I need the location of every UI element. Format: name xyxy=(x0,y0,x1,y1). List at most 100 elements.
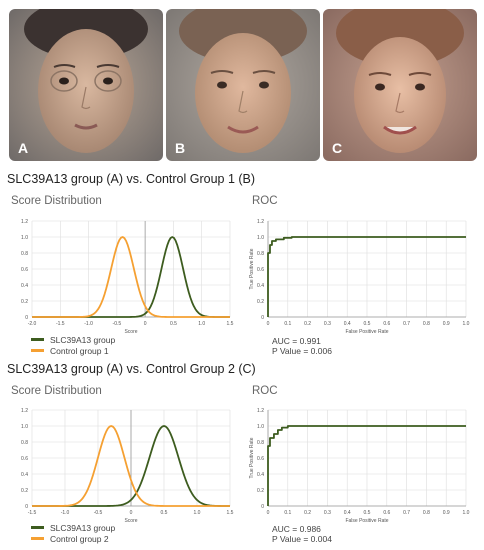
x-axis-label: Score xyxy=(124,329,137,333)
y-tick-label: 0.8 xyxy=(21,251,28,257)
x-tick-label: -1.5 xyxy=(28,510,37,516)
x-tick-label: 1.0 xyxy=(194,510,201,516)
legend-swatch xyxy=(31,526,44,529)
y-tick-label: 1.0 xyxy=(257,235,264,241)
x-tick-label: 0.1 xyxy=(284,510,291,516)
x-tick-label: 0.7 xyxy=(403,510,410,516)
y-axis-label: True Positive Rate xyxy=(249,248,255,289)
x-axis-label: False Positive Rate xyxy=(345,518,388,522)
y-tick-label: 1.2 xyxy=(21,219,28,225)
y-tick-label: 0.4 xyxy=(21,283,28,289)
face-photo-icon xyxy=(323,9,477,161)
face-photo-icon xyxy=(166,9,320,161)
x-tick-label: 1.5 xyxy=(227,510,234,516)
y-tick-label: 0 xyxy=(261,315,264,321)
x-tick-label: 0.5 xyxy=(161,510,168,516)
score-distribution-chart-1: 0 0.2 0.4 0.6 0.8 1.0 1.2 -2.0 -1.5 -1.0 -0.5 0 0.5 1… xyxy=(21,219,234,333)
x-tick-label: 0.5 xyxy=(170,321,177,327)
series-line-0 xyxy=(267,236,466,317)
legend-swatch xyxy=(31,349,44,352)
x-axis-label: False Positive Rate xyxy=(345,329,388,333)
roc-stats-2: AUC = 0.986 P Value = 0.004 xyxy=(272,524,332,544)
legend-swatch xyxy=(31,537,44,540)
x-tick-label: 0.3 xyxy=(324,510,331,516)
x-tick-label: -1.5 xyxy=(56,321,65,327)
roc-chart-1: 0 0.2 0.4 0.6 0.8 1.0 1.2 0 0.1 0.2 0.3 0.4 0.5 0.6 0.… xyxy=(249,219,470,333)
x-tick-label: 0.5 xyxy=(364,510,371,516)
x-tick-label: 0.6 xyxy=(383,321,390,327)
x-tick-label: 0.8 xyxy=(423,321,430,327)
x-tick-label: 0 xyxy=(144,321,147,327)
face-label: A xyxy=(18,140,29,156)
x-tick-label: 0.4 xyxy=(344,321,351,327)
x-tick-label: 0.2 xyxy=(304,321,311,327)
y-tick-label: 0.4 xyxy=(257,472,264,478)
x-tick-label: 0 xyxy=(267,321,270,327)
y-tick-label: 0.6 xyxy=(257,267,264,273)
x-tick-label: -2.0 xyxy=(28,321,37,327)
y-tick-label: 1.2 xyxy=(257,408,264,414)
y-tick-label: 1.0 xyxy=(21,235,28,241)
legend-label: SLC39A13 group xyxy=(50,522,116,533)
legend-item-slc39a13: SLC39A13 group xyxy=(31,522,115,533)
x-tick-label: -1.0 xyxy=(84,321,93,327)
legend-item-control: Control group 1 xyxy=(31,345,115,356)
roc-title: ROC xyxy=(252,195,278,207)
y-tick-label: 0.4 xyxy=(257,283,264,289)
y-tick-label: 0.6 xyxy=(21,456,28,462)
x-tick-label: -0.5 xyxy=(113,321,122,327)
y-tick-label: 0 xyxy=(261,504,264,510)
y-tick-label: 0.8 xyxy=(257,251,264,257)
y-tick-label: 0.2 xyxy=(257,299,264,305)
series-line-0 xyxy=(32,236,231,318)
series-line-1 xyxy=(32,425,230,507)
auc-value: AUC = 0.986 xyxy=(272,524,321,534)
y-tick-label: 0.2 xyxy=(21,488,28,494)
x-tick-label: 0 xyxy=(130,510,133,516)
section-title: SLC39A13 group (A) vs. Control Group 1 (… xyxy=(7,172,256,186)
x-tick-label: 0.2 xyxy=(304,510,311,516)
y-axis-label: True Positive Rate xyxy=(249,437,255,478)
x-tick-label: 0.3 xyxy=(324,321,331,327)
legend-label: Control group 2 xyxy=(50,533,109,544)
score-distribution-title: Score Distribution xyxy=(11,195,102,207)
x-tick-label: 0.5 xyxy=(364,321,371,327)
y-tick-label: 1.0 xyxy=(21,424,28,430)
x-tick-label: 0.7 xyxy=(403,321,410,327)
legend-label: Control group 1 xyxy=(50,345,109,356)
x-tick-label: -1.0 xyxy=(61,510,70,516)
x-tick-label: 0.9 xyxy=(443,321,450,327)
auc-value: AUC = 0.991 xyxy=(272,336,321,346)
x-tick-label: 0.8 xyxy=(423,510,430,516)
score-distribution-chart-2: 0 0.2 0.4 0.6 0.8 1.0 1.2 -1.5 -1.0 -0.5 0 0.5 1.0 1.… xyxy=(21,408,234,522)
x-tick-label: 0 xyxy=(267,510,270,516)
x-tick-label: -0.5 xyxy=(94,510,103,516)
x-tick-label: 0.4 xyxy=(344,510,351,516)
face-image-a: A xyxy=(9,9,163,161)
p-value: P Value = 0.006 xyxy=(272,346,332,356)
y-tick-label: 0.8 xyxy=(21,440,28,446)
series-line-1 xyxy=(32,236,230,318)
legend-item-slc39a13: SLC39A13 group xyxy=(31,334,115,345)
roc-stats-1: AUC = 0.991 P Value = 0.006 xyxy=(272,336,332,356)
y-tick-label: 0 xyxy=(25,504,28,510)
legend-item-control: Control group 2 xyxy=(31,533,115,544)
roc-title: ROC xyxy=(252,385,278,397)
face-label: B xyxy=(175,140,186,156)
y-tick-label: 0.6 xyxy=(21,267,28,273)
y-tick-label: 0 xyxy=(25,315,28,321)
face-image-b: B xyxy=(166,9,320,161)
y-tick-label: 0.2 xyxy=(257,488,264,494)
face-label: C xyxy=(332,140,343,156)
face-image-c: C xyxy=(323,9,477,161)
x-tick-label: 1.5 xyxy=(227,321,234,327)
y-tick-label: 1.0 xyxy=(257,424,264,430)
score-distribution-title: Score Distribution xyxy=(11,385,102,397)
x-tick-label: 1.0 xyxy=(198,321,205,327)
x-tick-label: 1.0 xyxy=(463,321,470,327)
legend-swatch xyxy=(31,338,44,341)
section-title: SLC39A13 group (A) vs. Control Group 2 (… xyxy=(7,362,256,376)
legend-1: SLC39A13 group Control group 1 xyxy=(31,334,115,356)
face-photo-icon xyxy=(9,9,163,161)
y-tick-label: 0.6 xyxy=(257,456,264,462)
